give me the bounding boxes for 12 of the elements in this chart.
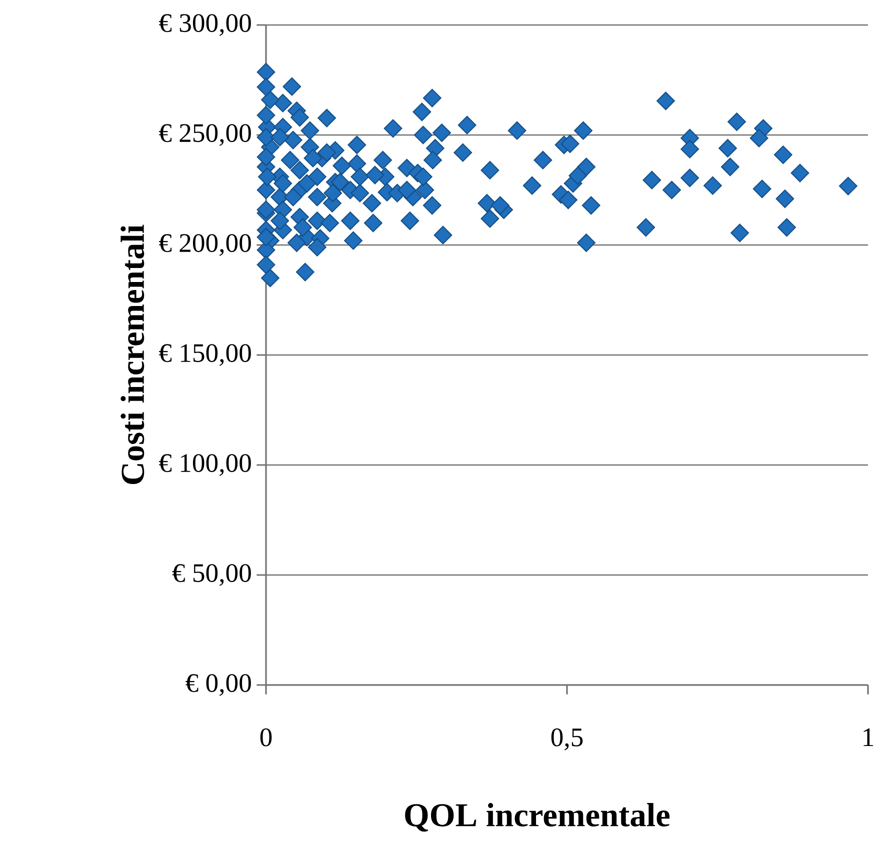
x-axis-title: QOL incrementale	[405, 803, 670, 832]
y-tick-label: € 0,00	[186, 674, 251, 696]
x-tick-label: 0,5	[551, 728, 583, 750]
x-tick-label: 0	[260, 728, 272, 746]
y-tick-label: € 100,00	[159, 454, 251, 476]
y-tick-label: € 50,00	[172, 564, 251, 586]
y-tick-label: € 150,00	[159, 344, 251, 366]
y-tick-label: € 200,00	[159, 234, 251, 256]
y-axis-title: Costi incrementali	[120, 224, 144, 484]
x-tick-label: 1	[864, 728, 874, 746]
y-tick-label: € 250,00	[159, 124, 251, 146]
y-tick-label: € 300,00	[159, 14, 251, 36]
